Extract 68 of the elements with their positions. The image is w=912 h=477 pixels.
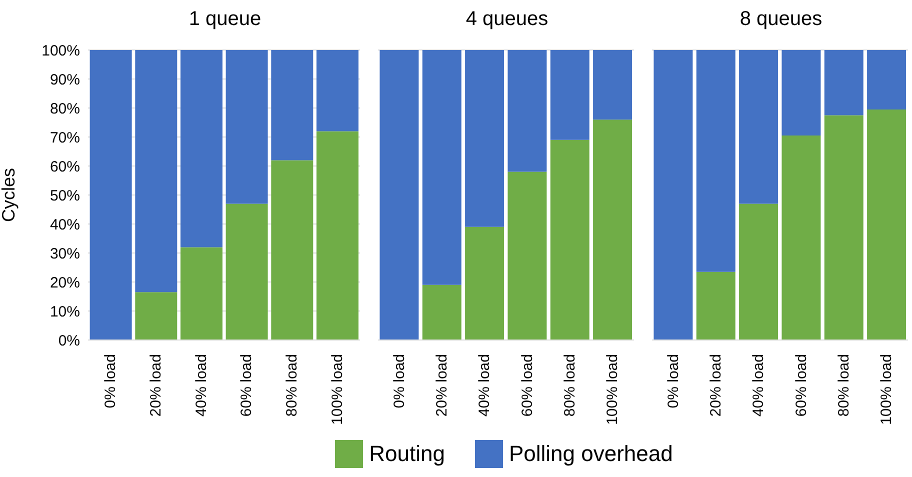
- bar: [226, 50, 268, 204]
- chart-title: 1 queue: [188, 8, 262, 31]
- bar: [508, 50, 547, 172]
- bar: [465, 226, 504, 340]
- bar: [180, 50, 222, 248]
- x-tick-label: 0% load: [102, 354, 120, 408]
- bar: [593, 50, 632, 120]
- bar: [654, 50, 693, 340]
- y-tick-label: 60%: [50, 158, 80, 176]
- bar: [593, 120, 632, 340]
- y-axis-title: Cycles: [0, 168, 18, 222]
- y-tick-label: 50%: [50, 187, 80, 204]
- bar: [824, 115, 864, 340]
- bar: [782, 50, 821, 136]
- legend-label: Routing: [369, 441, 445, 467]
- x-tick-label: 80% load: [284, 354, 300, 417]
- legend-label: Polling overhead: [508, 441, 673, 467]
- bar: [696, 272, 736, 340]
- bar: [867, 109, 906, 340]
- bar: [782, 136, 821, 340]
- bar: [465, 50, 504, 227]
- x-tick-label: 0% load: [664, 354, 682, 408]
- y-tick-label: 30%: [50, 245, 80, 262]
- y-tick-label: 20%: [50, 274, 80, 292]
- chart-title: 4 queues: [464, 8, 550, 31]
- x-tick-label: 40% load: [750, 354, 768, 417]
- bar: [739, 50, 778, 204]
- x-tick-label: 20% load: [434, 354, 450, 417]
- y-tick-label: 40%: [50, 216, 80, 234]
- bar: [824, 50, 864, 116]
- y-tick-label: 70%: [50, 129, 80, 146]
- bar: [696, 50, 736, 272]
- x-tick-label: 0% load: [390, 354, 408, 408]
- y-tick-label: 10%: [50, 303, 80, 320]
- bar: [422, 50, 462, 285]
- y-tick-label: 80%: [50, 100, 80, 118]
- x-tick-label: 60% load: [518, 354, 536, 417]
- bar: [550, 140, 590, 340]
- y-tick-label: 0%: [58, 332, 80, 350]
- x-tick-label: 40% load: [476, 354, 494, 417]
- x-tick-label: 100% load: [328, 354, 346, 425]
- x-tick-label: 60% load: [792, 354, 810, 417]
- bar: [135, 292, 178, 340]
- bar: [739, 204, 778, 340]
- x-tick-label: 20% load: [148, 354, 164, 417]
- x-tick-label: 100% load: [604, 354, 622, 425]
- bar: [271, 160, 314, 340]
- bar: [422, 284, 462, 340]
- bar: [867, 50, 906, 110]
- bar: [135, 50, 178, 292]
- chart-title: 8 queues: [738, 8, 824, 31]
- bar: [380, 50, 419, 340]
- bar: [271, 50, 314, 160]
- bar: [226, 204, 268, 340]
- bar: [316, 131, 358, 340]
- x-tick-label: 40% load: [192, 354, 210, 417]
- bar: [508, 172, 547, 340]
- y-tick-label: 90%: [50, 71, 80, 88]
- bar: [90, 50, 132, 340]
- bar: [180, 247, 222, 340]
- x-tick-label: 80% load: [562, 354, 578, 417]
- y-tick-label: 100%: [42, 42, 80, 60]
- x-tick-label: 60% load: [238, 354, 256, 417]
- bar: [316, 50, 358, 132]
- x-tick-label: 100% load: [878, 354, 896, 425]
- bar: [550, 50, 590, 140]
- x-tick-label: 20% load: [708, 354, 724, 417]
- x-tick-label: 80% load: [836, 354, 852, 417]
